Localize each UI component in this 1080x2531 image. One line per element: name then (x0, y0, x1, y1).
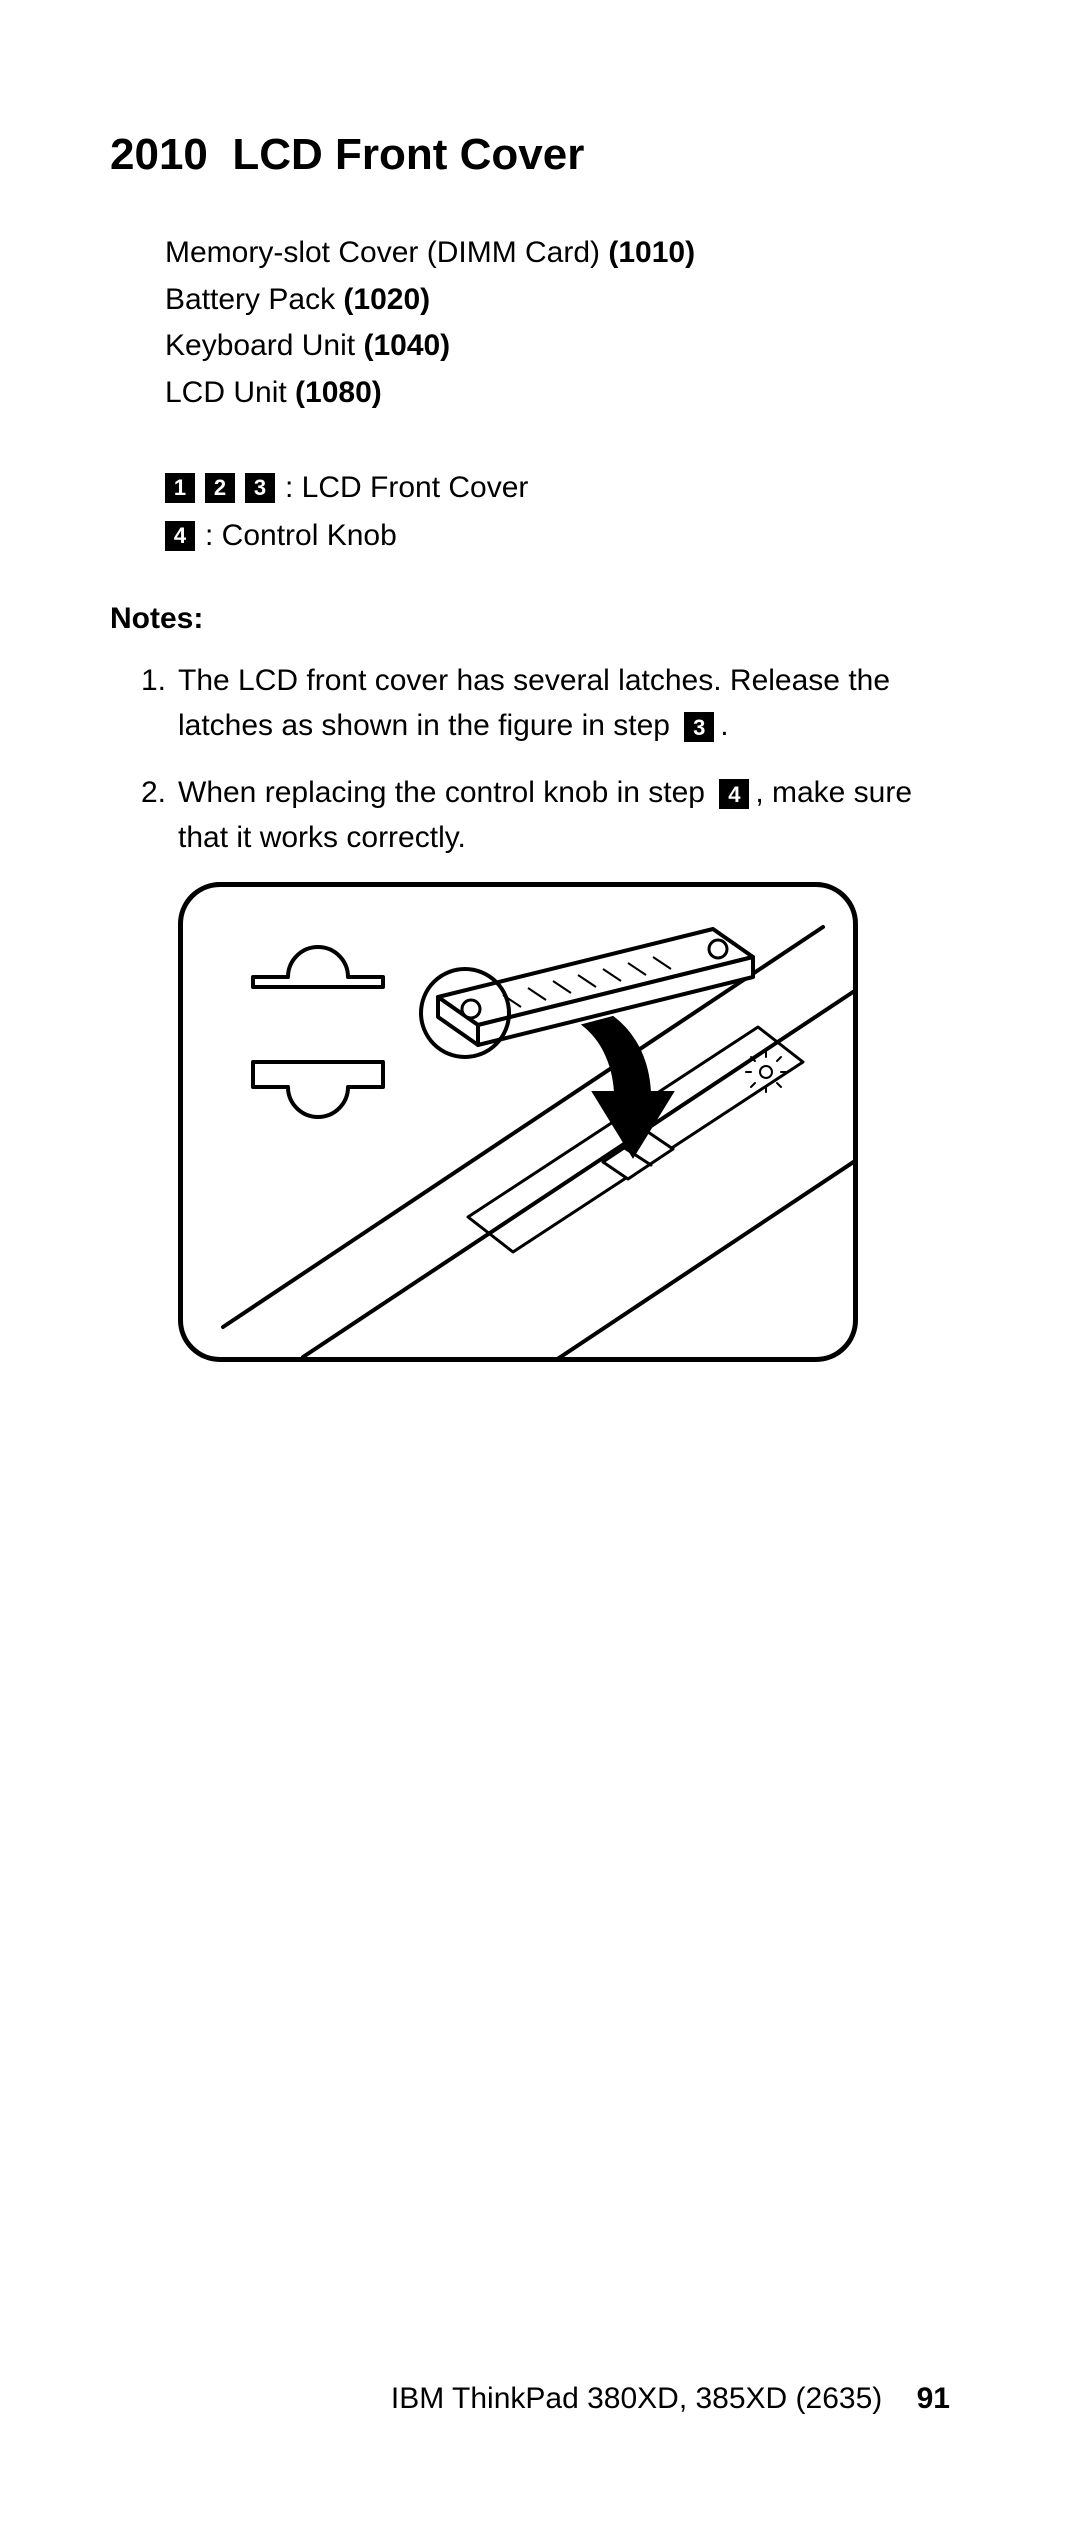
figure (178, 882, 858, 1362)
legend-label: : LCD Front Cover (285, 464, 528, 512)
section-title: 2010 LCD Front Cover (110, 130, 970, 180)
note-body: The LCD front cover has several latches.… (178, 658, 970, 748)
prereq-item: LCD Unit (1080) (165, 370, 970, 417)
legend-label: : Control Knob (205, 512, 397, 560)
prereq-name: Memory-slot Cover (DIMM Card) (165, 236, 600, 269)
prereq-item: Battery Pack (1020) (165, 277, 970, 324)
legend-row: 1 2 3 : LCD Front Cover (165, 464, 970, 512)
diagram-svg (183, 887, 858, 1362)
note-text: The LCD front cover has several latches.… (178, 664, 890, 742)
step-number-box: 3 (684, 712, 714, 742)
step-number-box: 4 (165, 521, 195, 551)
legend: 1 2 3 : LCD Front Cover 4 : Control Knob (165, 464, 970, 560)
note-item: 1. The LCD front cover has several latch… (120, 658, 970, 748)
footer-text: IBM ThinkPad 380XD, 385XD (2635) (391, 2382, 882, 2415)
note-number: 1. (120, 658, 178, 748)
prereq-code: (1040) (363, 329, 450, 362)
prereq-name: Keyboard Unit (165, 329, 355, 362)
step-number-box: 4 (719, 779, 749, 809)
notes-heading: Notes: (110, 602, 970, 636)
legend-row: 4 : Control Knob (165, 512, 970, 560)
step-number-box: 1 (165, 473, 195, 503)
prereq-name: LCD Unit (165, 376, 287, 409)
prereq-code: (1010) (608, 236, 695, 269)
prereq-item: Memory-slot Cover (DIMM Card) (1010) (165, 230, 970, 277)
section-name: LCD Front Cover (232, 130, 584, 179)
note-number: 2. (120, 770, 178, 860)
prereq-item: Keyboard Unit (1040) (165, 323, 970, 370)
section-number: 2010 (110, 130, 208, 179)
prerequisite-list: Memory-slot Cover (DIMM Card) (1010) Bat… (165, 230, 970, 416)
note-text: When replacing the control knob in step (178, 776, 713, 809)
step-number-box: 3 (245, 473, 275, 503)
figure-container (178, 882, 970, 1362)
page-footer: IBM ThinkPad 380XD, 385XD (2635) 91 (391, 2382, 950, 2416)
prereq-code: (1080) (295, 376, 382, 409)
note-item: 2. When replacing the control knob in st… (120, 770, 970, 860)
notes-list: 1. The LCD front cover has several latch… (120, 658, 970, 860)
note-body: When replacing the control knob in step … (178, 770, 970, 860)
page-number: 91 (917, 2382, 950, 2415)
prereq-name: Battery Pack (165, 283, 335, 316)
note-text: . (720, 709, 728, 742)
step-number-box: 2 (205, 473, 235, 503)
prereq-code: (1020) (343, 283, 430, 316)
